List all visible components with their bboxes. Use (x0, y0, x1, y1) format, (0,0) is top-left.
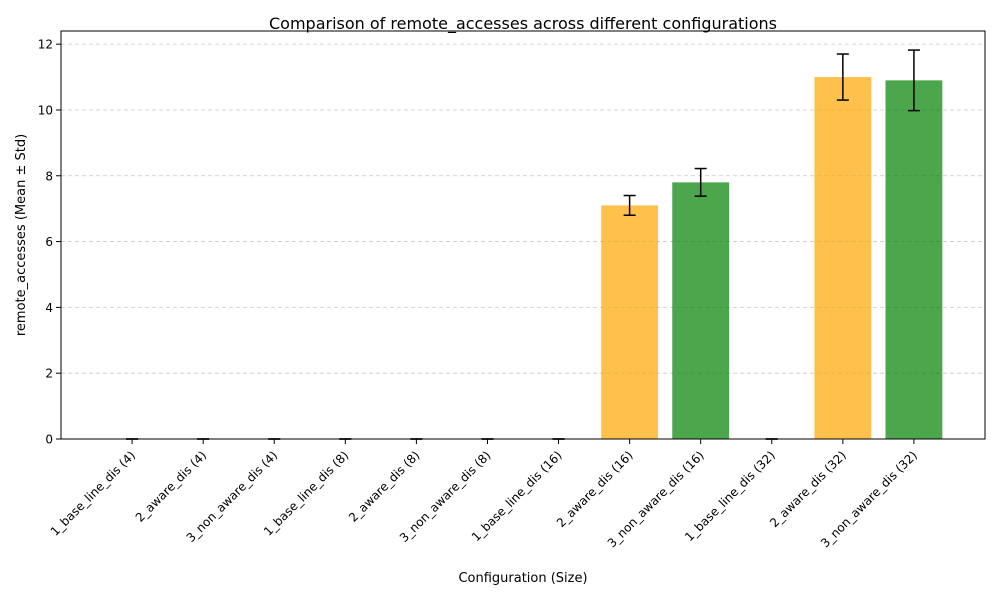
y-tick-label: 0 (45, 433, 53, 447)
bars (601, 77, 943, 440)
x-tick-label: 2_aware_dis (4) (133, 448, 210, 525)
plot-frame (60, 30, 986, 440)
error-bar (694, 167, 707, 197)
y-axis-label: remote_accesses (Mean ± Std) (14, 134, 29, 336)
error-bar (907, 49, 920, 112)
bar (885, 80, 943, 440)
bar (814, 77, 872, 439)
y-tick-label: 12 (38, 38, 53, 52)
x-axis-ticks: 1_base_line_dis (4)2_aware_dis (4)3_non_… (48, 439, 920, 550)
bar (601, 205, 659, 439)
grid-lines (61, 43, 985, 440)
error-bars (126, 49, 920, 440)
x-tick-label: 2_aware_dis (8) (346, 448, 423, 525)
y-tick-label: 2 (45, 367, 53, 381)
y-tick-label: 10 (38, 103, 53, 117)
error-bar (623, 194, 636, 217)
x-axis-label: Configuration (Size) (458, 571, 587, 586)
y-tick-label: 6 (45, 235, 53, 249)
x-tick-label: 2_aware_dis (32) (767, 448, 849, 530)
x-tick-label: 1_base_line_dis (4) (48, 448, 138, 538)
error-bar (836, 53, 849, 101)
bar (672, 182, 730, 439)
y-axis-ticks: 0 2 4 6 8 10 12 (38, 38, 61, 447)
x-tick-label: 2_aware_dis (16) (554, 448, 636, 530)
chart-title: Comparison of remote_accesses across dif… (269, 14, 777, 34)
y-tick-label: 8 (45, 169, 53, 183)
y-tick-label: 4 (45, 301, 53, 315)
